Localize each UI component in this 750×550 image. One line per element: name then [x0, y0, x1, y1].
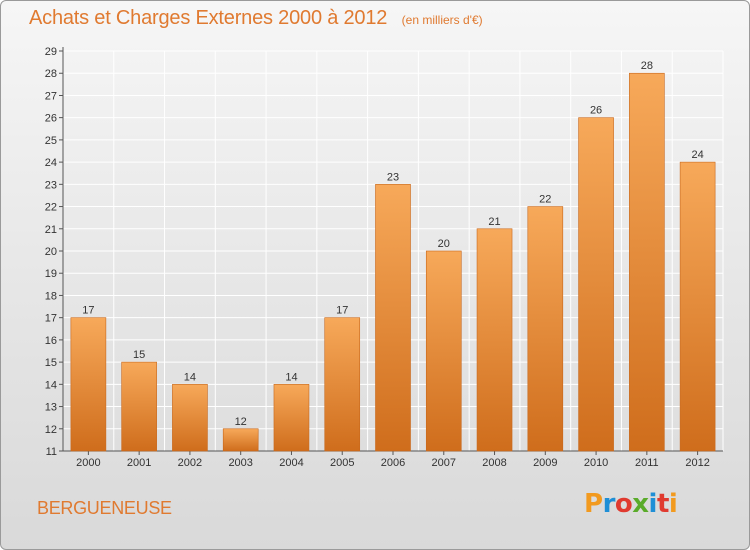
x-tick-label: 2001 — [127, 457, 151, 469]
bar-2008 — [476, 228, 513, 452]
value-label: 26 — [590, 105, 602, 117]
labels: 11 12 13 14 15 16 17 18 19 20 21 22 23 24 25 26 27 28 29 17… — [45, 46, 710, 469]
x-tick-label: 2011 — [635, 457, 659, 469]
x-tick-label: 2010 — [584, 457, 608, 469]
bar-2002 — [172, 384, 208, 452]
y-tick-label: 22 — [45, 202, 57, 214]
x-tick-label: 2002 — [178, 457, 202, 469]
value-label: 14 — [184, 371, 196, 383]
y-tick-label: 12 — [45, 424, 57, 436]
y-tick-label: 14 — [45, 379, 57, 391]
x-tick-label: 2006 — [381, 457, 405, 469]
y-tick-label: 11 — [46, 446, 57, 458]
logo-letter: t — [656, 489, 669, 519]
y-tick-label: 18 — [45, 290, 57, 302]
commune-name: BERGUENEUSE — [37, 498, 172, 518]
y-tick-label: 27 — [45, 90, 57, 102]
y-tick-label: 13 — [45, 402, 57, 414]
value-label: 14 — [285, 371, 297, 383]
value-label: 20 — [438, 238, 450, 250]
title-row: Achats et Charges Externes 2000 à 2012 (… — [29, 7, 483, 30]
y-tick-label: 19 — [45, 268, 57, 280]
bar-2001 — [121, 361, 157, 452]
y-tick-label: 20 — [45, 246, 57, 258]
y-tick-label: 28 — [45, 68, 57, 80]
bar-2006 — [375, 184, 411, 452]
proxiti-logo[interactable]: Proxiti — [584, 489, 678, 519]
logo-letter: P — [584, 489, 603, 519]
value-label: 12 — [235, 416, 247, 428]
logo-letter: o — [614, 489, 633, 519]
y-tick-label: 25 — [45, 135, 57, 147]
value-label: 22 — [539, 194, 551, 206]
chart-unit: (en milliers d'€) — [401, 13, 483, 27]
y-tick-label: 29 — [45, 46, 57, 58]
value-label: 17 — [336, 305, 348, 317]
y-tick-label: 16 — [45, 335, 57, 347]
bar-2009 — [527, 206, 564, 452]
value-label: 24 — [691, 149, 703, 161]
y-tick-label: 15 — [45, 357, 57, 369]
x-tick-label: 2008 — [482, 457, 506, 469]
value-label: 23 — [387, 171, 399, 183]
bar-2005 — [324, 317, 361, 452]
bar-2007 — [425, 250, 462, 452]
bars — [70, 72, 716, 452]
chart-title: Achats et Charges Externes 2000 à 2012 — [29, 7, 388, 29]
bar-2004 — [273, 384, 310, 452]
bar-2003 — [222, 428, 259, 452]
y-tick-label: 21 — [45, 224, 57, 236]
bar-2010 — [578, 117, 614, 452]
logo-letter: i — [668, 489, 678, 519]
value-label: 15 — [133, 349, 145, 361]
logo-letter: x — [632, 489, 649, 519]
logo-letter: i — [648, 489, 658, 519]
value-label: 17 — [82, 305, 94, 317]
value-label: 28 — [641, 60, 653, 72]
y-tick-label: 23 — [45, 179, 57, 191]
x-tick-label: 2007 — [432, 457, 456, 469]
x-tick-label: 2009 — [533, 457, 557, 469]
bar-2012 — [679, 161, 716, 452]
logo-letter: r — [602, 489, 616, 519]
x-tick-label: 2003 — [228, 457, 252, 469]
bar-2000 — [70, 317, 107, 452]
y-tick-label: 17 — [45, 313, 57, 325]
value-label: 21 — [488, 216, 500, 228]
y-tick-label: 24 — [45, 157, 57, 169]
y-tick-label: 26 — [45, 113, 57, 125]
x-tick-label: 2000 — [76, 457, 100, 469]
x-tick-label: 2004 — [279, 457, 303, 469]
x-tick-label: 2005 — [330, 457, 354, 469]
bar-2011 — [629, 72, 665, 452]
x-tick-label: 2012 — [685, 457, 709, 469]
